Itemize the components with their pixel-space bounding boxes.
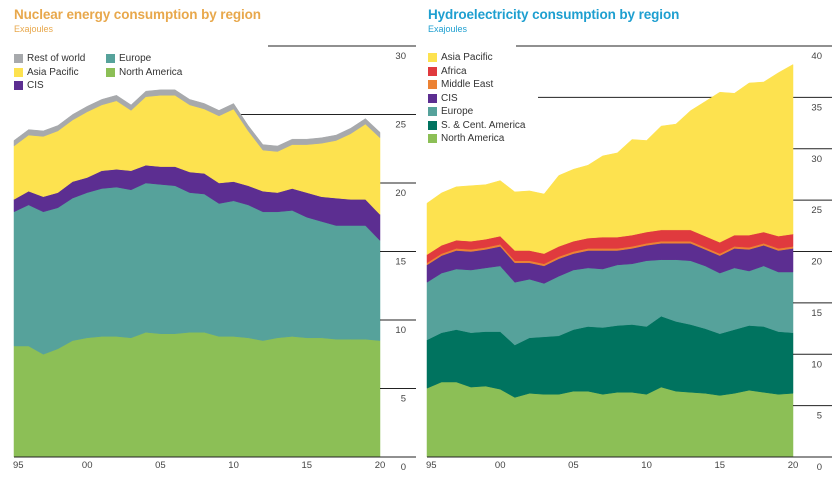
legend-label: Africa — [441, 65, 467, 77]
hydro-legend-item-middle-east: Middle East — [428, 78, 525, 92]
nuclear-y-tick-label: 20 — [395, 188, 406, 199]
nuclear-legend-item-asia-pacific: Asia Pacific — [14, 66, 106, 80]
legend-label: Rest of world — [27, 53, 86, 64]
legend-label: Asia Pacific — [27, 66, 79, 78]
legend-swatch-icon — [14, 67, 23, 77]
legend-swatch-icon — [106, 54, 115, 64]
legend-swatch-icon — [428, 53, 437, 63]
hydro-legend-item-africa: Africa — [428, 65, 525, 79]
hydro-y-tick-label: 10 — [811, 359, 822, 370]
legend-swatch-icon — [428, 107, 437, 117]
legend-label: North America — [119, 66, 183, 78]
hydro-chart-panel: Hydroelectricity consumption by region E… — [416, 0, 832, 477]
nuclear-legend-item-rest-of-world: Rest of world — [14, 52, 106, 66]
hydro-y-tick-label: 25 — [811, 205, 822, 216]
legend-label: North America — [441, 133, 505, 144]
nuclear-chart-panel: Nuclear energy consumption by region Exa… — [13, 7, 416, 473]
nuclear-x-tick-label: 20 — [375, 460, 386, 471]
legend-swatch-icon — [106, 67, 115, 77]
hydro-y-tick-label: 5 — [817, 411, 822, 422]
legend-swatch-icon — [428, 80, 437, 90]
legend-swatch-icon — [428, 120, 437, 130]
nuclear-x-tick-label: 15 — [302, 460, 313, 471]
hydro-x-tick-label: 95 — [426, 460, 437, 471]
nuclear-y-tick-label: 30 — [395, 51, 406, 62]
hydro-legend-item-s-cent-america: S. & Cent. America — [428, 119, 525, 133]
hydro-x-tick-label: 00 — [495, 460, 506, 471]
hydro-chart-title: Hydroelectricity consumption by region — [428, 7, 680, 22]
nuclear-x-tick-label: 05 — [155, 460, 166, 471]
nuclear-y-tick-label: 15 — [395, 257, 406, 268]
hydro-area-asia-pacific — [426, 64, 794, 256]
legend-swatch-icon — [14, 81, 23, 91]
hydro-y-tick-label: 40 — [811, 51, 822, 62]
nuclear-x-tick-label: 10 — [228, 460, 239, 471]
hydro-y-tick-label: 20 — [811, 257, 822, 268]
legend-label: S. & Cent. America — [441, 119, 526, 131]
nuclear-y-tick-label: 0 — [401, 462, 406, 473]
nuclear-y-tick-label: 25 — [395, 120, 406, 131]
hydro-y-tick-label: 15 — [811, 308, 822, 319]
legend-label: Europe — [119, 53, 152, 64]
nuclear-y-tick-label: 5 — [401, 394, 406, 405]
nuclear-x-tick-label: 95 — [13, 460, 24, 471]
hydro-x-tick-label: 20 — [788, 460, 799, 471]
hydro-x-tick-label: 10 — [641, 460, 652, 471]
hydro-legend-item-europe: Europe — [428, 105, 525, 119]
legend-label: CIS — [27, 80, 44, 91]
hydro-x-tick-label: 05 — [568, 460, 579, 471]
hydro-y-tick-label: 35 — [811, 102, 822, 113]
nuclear-chart-title: Nuclear energy consumption by region — [14, 7, 261, 22]
nuclear-area-north-america — [13, 332, 381, 458]
nuclear-area-rest-of-world — [13, 89, 381, 152]
nuclear-x-tick-label: 00 — [82, 460, 93, 471]
legend-swatch-icon — [428, 134, 437, 144]
hydro-legend-item-asia-pacific: Asia Pacific — [428, 51, 525, 65]
hydro-y-tick-label: 0 — [817, 462, 822, 473]
hydro-y-tick-label: 30 — [811, 154, 822, 165]
nuclear-legend: Rest of world Europe Asia Pacific North Ame… — [14, 52, 206, 93]
legend-label: CIS — [441, 92, 458, 104]
hydro-chart-subtitle: Exajoules — [428, 24, 468, 34]
nuclear-legend-item-north-america: North America — [106, 66, 206, 80]
hydro-x-tick-label: 15 — [715, 460, 726, 471]
hydro-legend-item-cis: CIS — [428, 92, 525, 106]
nuclear-chart-subtitle: Exajoules — [14, 24, 54, 34]
nuclear-legend-item-europe: Europe — [106, 52, 206, 66]
nuclear-y-tick-label: 10 — [395, 325, 406, 336]
hydro-legend: Asia Pacific Africa Middle East CIS Europe S.… — [428, 51, 525, 146]
legend-label: Asia Pacific — [441, 52, 493, 63]
legend-swatch-icon — [428, 93, 437, 103]
legend-swatch-icon — [428, 66, 437, 76]
nuclear-legend-item-cis: CIS — [14, 79, 106, 93]
legend-label: Europe — [441, 106, 474, 117]
legend-label: Middle East — [441, 79, 494, 90]
legend-swatch-icon — [14, 54, 23, 64]
hydro-legend-item-north-america: North America — [428, 132, 525, 146]
